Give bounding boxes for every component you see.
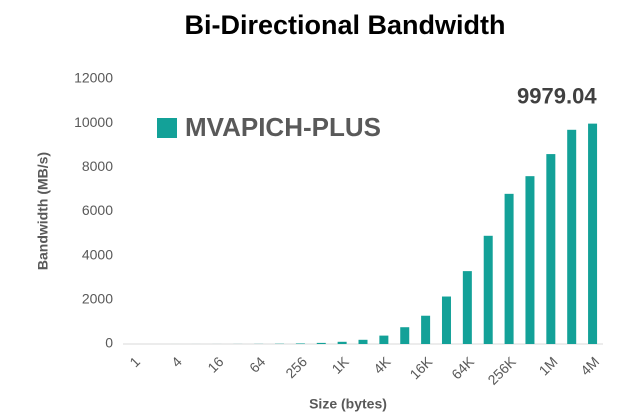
x-tick-label: 1K — [328, 353, 352, 377]
bar — [316, 342, 326, 344]
y-tick-label: 0 — [105, 335, 113, 351]
x-tick-label: 16K — [406, 353, 435, 382]
x-tick-label: 1M — [535, 353, 560, 378]
bar — [462, 271, 472, 344]
bar — [379, 335, 389, 344]
y-tick-label: 6000 — [82, 202, 113, 218]
x-tick-label: 64K — [448, 353, 477, 382]
data-label: 9979.04 — [517, 83, 597, 108]
x-axis-label: Size (bytes) — [309, 396, 387, 412]
bar — [546, 154, 556, 344]
x-tick-label: 4K — [370, 353, 394, 377]
bar — [525, 176, 535, 344]
x-tick-label: 4M — [577, 353, 602, 378]
y-tick-label: 4000 — [82, 246, 113, 262]
bar — [337, 341, 347, 344]
y-tick-label: 12000 — [74, 70, 113, 86]
bar — [567, 129, 577, 344]
y-tick-label: 10000 — [74, 114, 113, 130]
chart-title: Bi-Directional Bandwidth — [184, 10, 505, 40]
legend-label: MVAPICH-PLUS — [185, 112, 381, 142]
y-tick-label: 8000 — [82, 158, 113, 174]
bar — [400, 327, 410, 344]
bar — [421, 315, 431, 344]
bar — [483, 235, 493, 344]
y-axis-label: Bandwidth (MB/s) — [35, 152, 51, 270]
bar — [504, 193, 514, 344]
bar — [441, 296, 451, 344]
x-tick-label: 256K — [484, 353, 519, 388]
bar — [358, 339, 368, 344]
x-tick-label: 1 — [126, 353, 143, 370]
bar — [588, 123, 598, 344]
x-tick-label: 4 — [168, 353, 185, 370]
x-tick-label: 16 — [204, 353, 226, 375]
x-tick-label: 64 — [246, 353, 268, 375]
legend-swatch — [157, 118, 177, 138]
x-tick-label: 256 — [282, 353, 310, 381]
bar — [295, 343, 305, 344]
y-tick-label: 2000 — [82, 291, 113, 307]
